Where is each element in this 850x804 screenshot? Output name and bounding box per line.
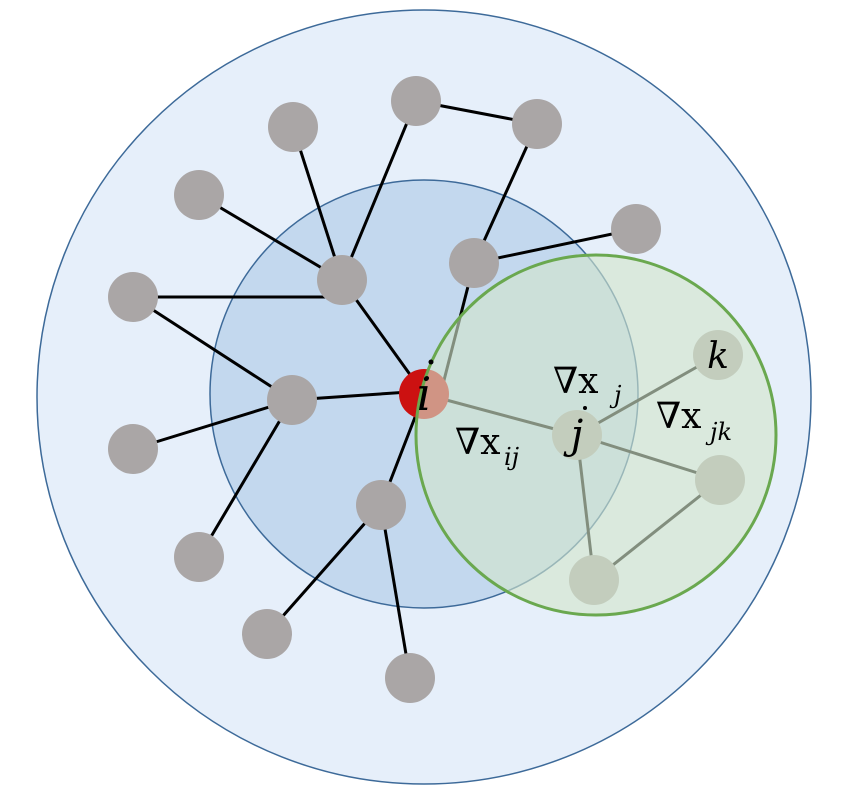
neighborhood-region <box>414 253 778 617</box>
edge <box>472 227 638 265</box>
graph-node <box>108 424 158 474</box>
node-label-i: i <box>417 367 432 421</box>
graph-node <box>174 532 224 582</box>
edge <box>340 99 418 282</box>
small-dot <box>428 359 434 365</box>
graph-node <box>611 204 661 254</box>
small-dot <box>583 406 587 410</box>
graph-node <box>391 76 441 126</box>
gradient-label-jk: ∇x jk <box>656 396 732 446</box>
gradient-symbol-j: ∇x <box>553 361 598 402</box>
edge <box>379 503 412 680</box>
graph-node <box>242 609 292 659</box>
graph-node <box>512 99 562 149</box>
gradient-sub-ij: ij <box>504 443 520 471</box>
gradient-symbol-ij: ∇x <box>455 422 500 463</box>
gradient-label-ij: ∇x ij <box>455 422 520 471</box>
edge <box>265 503 383 636</box>
edge <box>131 295 294 402</box>
edge <box>291 125 344 282</box>
graph-node <box>268 102 318 152</box>
edge <box>197 193 344 282</box>
graph-node <box>174 170 224 220</box>
edge <box>131 398 294 451</box>
graph-node <box>108 272 158 322</box>
graph-node <box>267 375 317 425</box>
graph-node <box>317 255 367 305</box>
gradient-symbol-jk: ∇x <box>656 396 701 437</box>
graph-node <box>356 480 406 530</box>
edge <box>472 122 539 265</box>
graph-node <box>385 653 435 703</box>
graph-node <box>449 238 499 288</box>
node-label-k: k <box>707 336 729 377</box>
gradient-sub-jk: jk <box>705 418 732 446</box>
edge <box>197 398 294 559</box>
